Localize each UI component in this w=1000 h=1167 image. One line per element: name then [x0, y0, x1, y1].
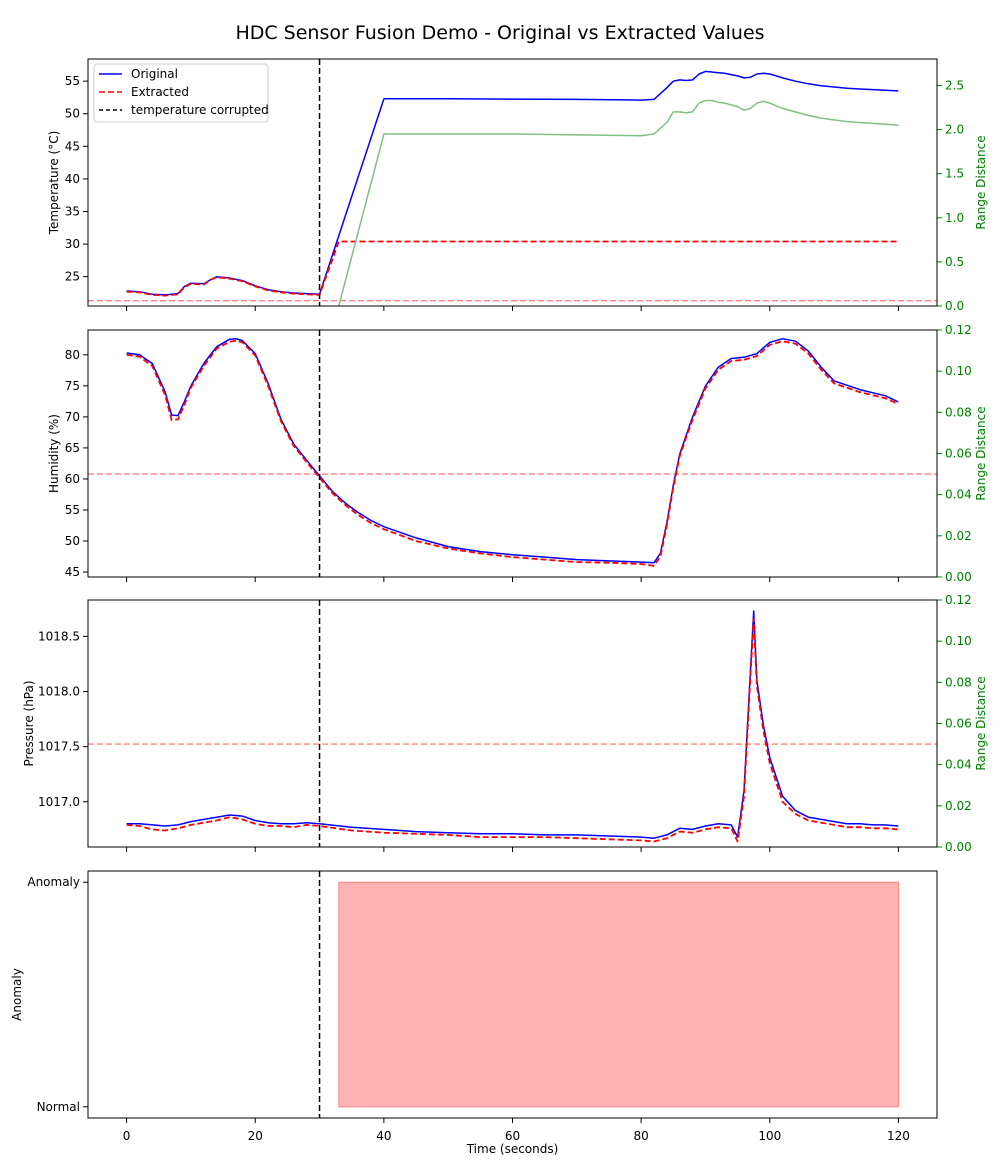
y2-tick-label: 0.02 [945, 799, 972, 813]
range-distance-line [338, 99, 899, 306]
y-tick-label: Normal [37, 1100, 80, 1114]
y2-axis-label: Range Distance [974, 676, 988, 770]
y-tick-label: Anomaly [27, 875, 80, 889]
y-tick-label: 1018.5 [38, 629, 80, 643]
y2-tick-label: 0.10 [945, 364, 972, 378]
extracted-line [126, 339, 899, 567]
x-tick-label: 100 [758, 1129, 781, 1143]
x-tick-label: 20 [248, 1129, 263, 1143]
y2-tick-label: 1.5 [945, 167, 964, 181]
panel-3: 1017.0 1017.5 1018.0 1018.5 0.00 0.02 0.04 0.06… [22, 593, 988, 854]
extracted-line [126, 240, 899, 297]
original-line [126, 610, 899, 839]
y2-tick-label: 0.12 [945, 323, 972, 337]
panel-1: 25 30 35 40 45 50 55 0.0 0.5 1.0 1.5 2.0 2.5 Temperat… [47, 58, 988, 313]
y-tick-label: 40 [65, 172, 80, 186]
y2-tick-label: 0.5 [945, 255, 964, 269]
y-tick-label: 55 [65, 503, 80, 517]
y-tick-label: 25 [65, 270, 80, 284]
y-axis-label: Humidity (%) [47, 414, 61, 493]
original-line [126, 337, 899, 564]
y-tick-label: 1018.0 [38, 685, 80, 699]
x-axis-label: Time (seconds) [466, 1142, 559, 1156]
y2-tick-label: 0.10 [945, 634, 972, 648]
y2-tick-label: 0.02 [945, 529, 972, 543]
y2-tick-label: 0.00 [945, 570, 972, 584]
y-tick-label: 50 [65, 107, 80, 121]
axes-frame [87, 599, 938, 848]
axes-frame [87, 329, 938, 578]
plot-area-4 [338, 881, 899, 1108]
figure-title: HDC Sensor Fusion Demo - Original vs Ext… [235, 22, 764, 44]
y2-tick-label: 0.00 [945, 840, 972, 854]
y-tick-label: 35 [65, 205, 80, 219]
y2-axis-label: Range Distance [974, 135, 988, 229]
y-tick-label: 65 [65, 441, 80, 455]
legend: Original Extracted temperature corrupted [93, 63, 269, 123]
y-tick-label: 1017.0 [38, 795, 80, 809]
y-tick-label: 45 [65, 139, 80, 153]
y-axis-label: Pressure (hPa) [22, 680, 36, 766]
axes-frame [87, 58, 938, 307]
legend-entry: temperature corrupted [131, 103, 269, 117]
y-tick-label: 70 [65, 410, 80, 424]
y-tick-label: 45 [65, 565, 80, 579]
y2-tick-label: 2.0 [945, 123, 964, 137]
plot-area-1 [88, 70, 937, 306]
y-tick-label: 75 [65, 379, 80, 393]
y2-tick-label: 0.08 [945, 675, 972, 689]
y2-axis-label: Range Distance [974, 406, 988, 500]
y-tick-label: 1017.5 [38, 740, 80, 754]
panel-4: 0 20 40 60 80 100 120 Normal Anomaly Anomaly Time … [10, 870, 938, 1156]
legend-box [93, 63, 269, 123]
y2-tick-label: 0.08 [945, 405, 972, 419]
y-tick-label: 80 [65, 348, 80, 362]
x-tick-label: 60 [505, 1129, 520, 1143]
y2-tick-label: 0.04 [945, 488, 972, 502]
y2-tick-label: 0.06 [945, 447, 972, 461]
y2-tick-label: 1.0 [945, 211, 964, 225]
x-tick-label: 120 [887, 1129, 910, 1143]
x-tick-label: 0 [123, 1129, 131, 1143]
anomaly-region [338, 881, 899, 1108]
extracted-line [126, 617, 899, 843]
axes-frame [87, 870, 938, 1119]
y2-tick-label: 2.5 [945, 78, 964, 92]
panel-2: 45 50 55 60 65 70 75 80 0.00 0.02 0.04 0.06 0.08 0.10… [47, 323, 988, 584]
legend-entry: Extracted [131, 85, 189, 99]
y2-tick-label: 0.04 [945, 758, 972, 772]
legend-entry: Original [131, 67, 178, 81]
y-tick-label: 60 [65, 472, 80, 486]
y-tick-label: 50 [65, 534, 80, 548]
y-tick-label: 55 [65, 74, 80, 88]
y-tick-label: 30 [65, 237, 80, 251]
y-axis-label: Temperature (°C) [47, 131, 61, 236]
y2-tick-label: 0.0 [945, 299, 964, 313]
plot-area-2 [88, 337, 937, 567]
x-tick-label: 40 [376, 1129, 391, 1143]
y2-tick-label: 0.06 [945, 717, 972, 731]
y2-tick-label: 0.12 [945, 593, 972, 607]
y-axis-label: Anomaly [10, 968, 24, 1021]
x-tick-label: 80 [633, 1129, 648, 1143]
plot-area-3 [88, 610, 937, 843]
